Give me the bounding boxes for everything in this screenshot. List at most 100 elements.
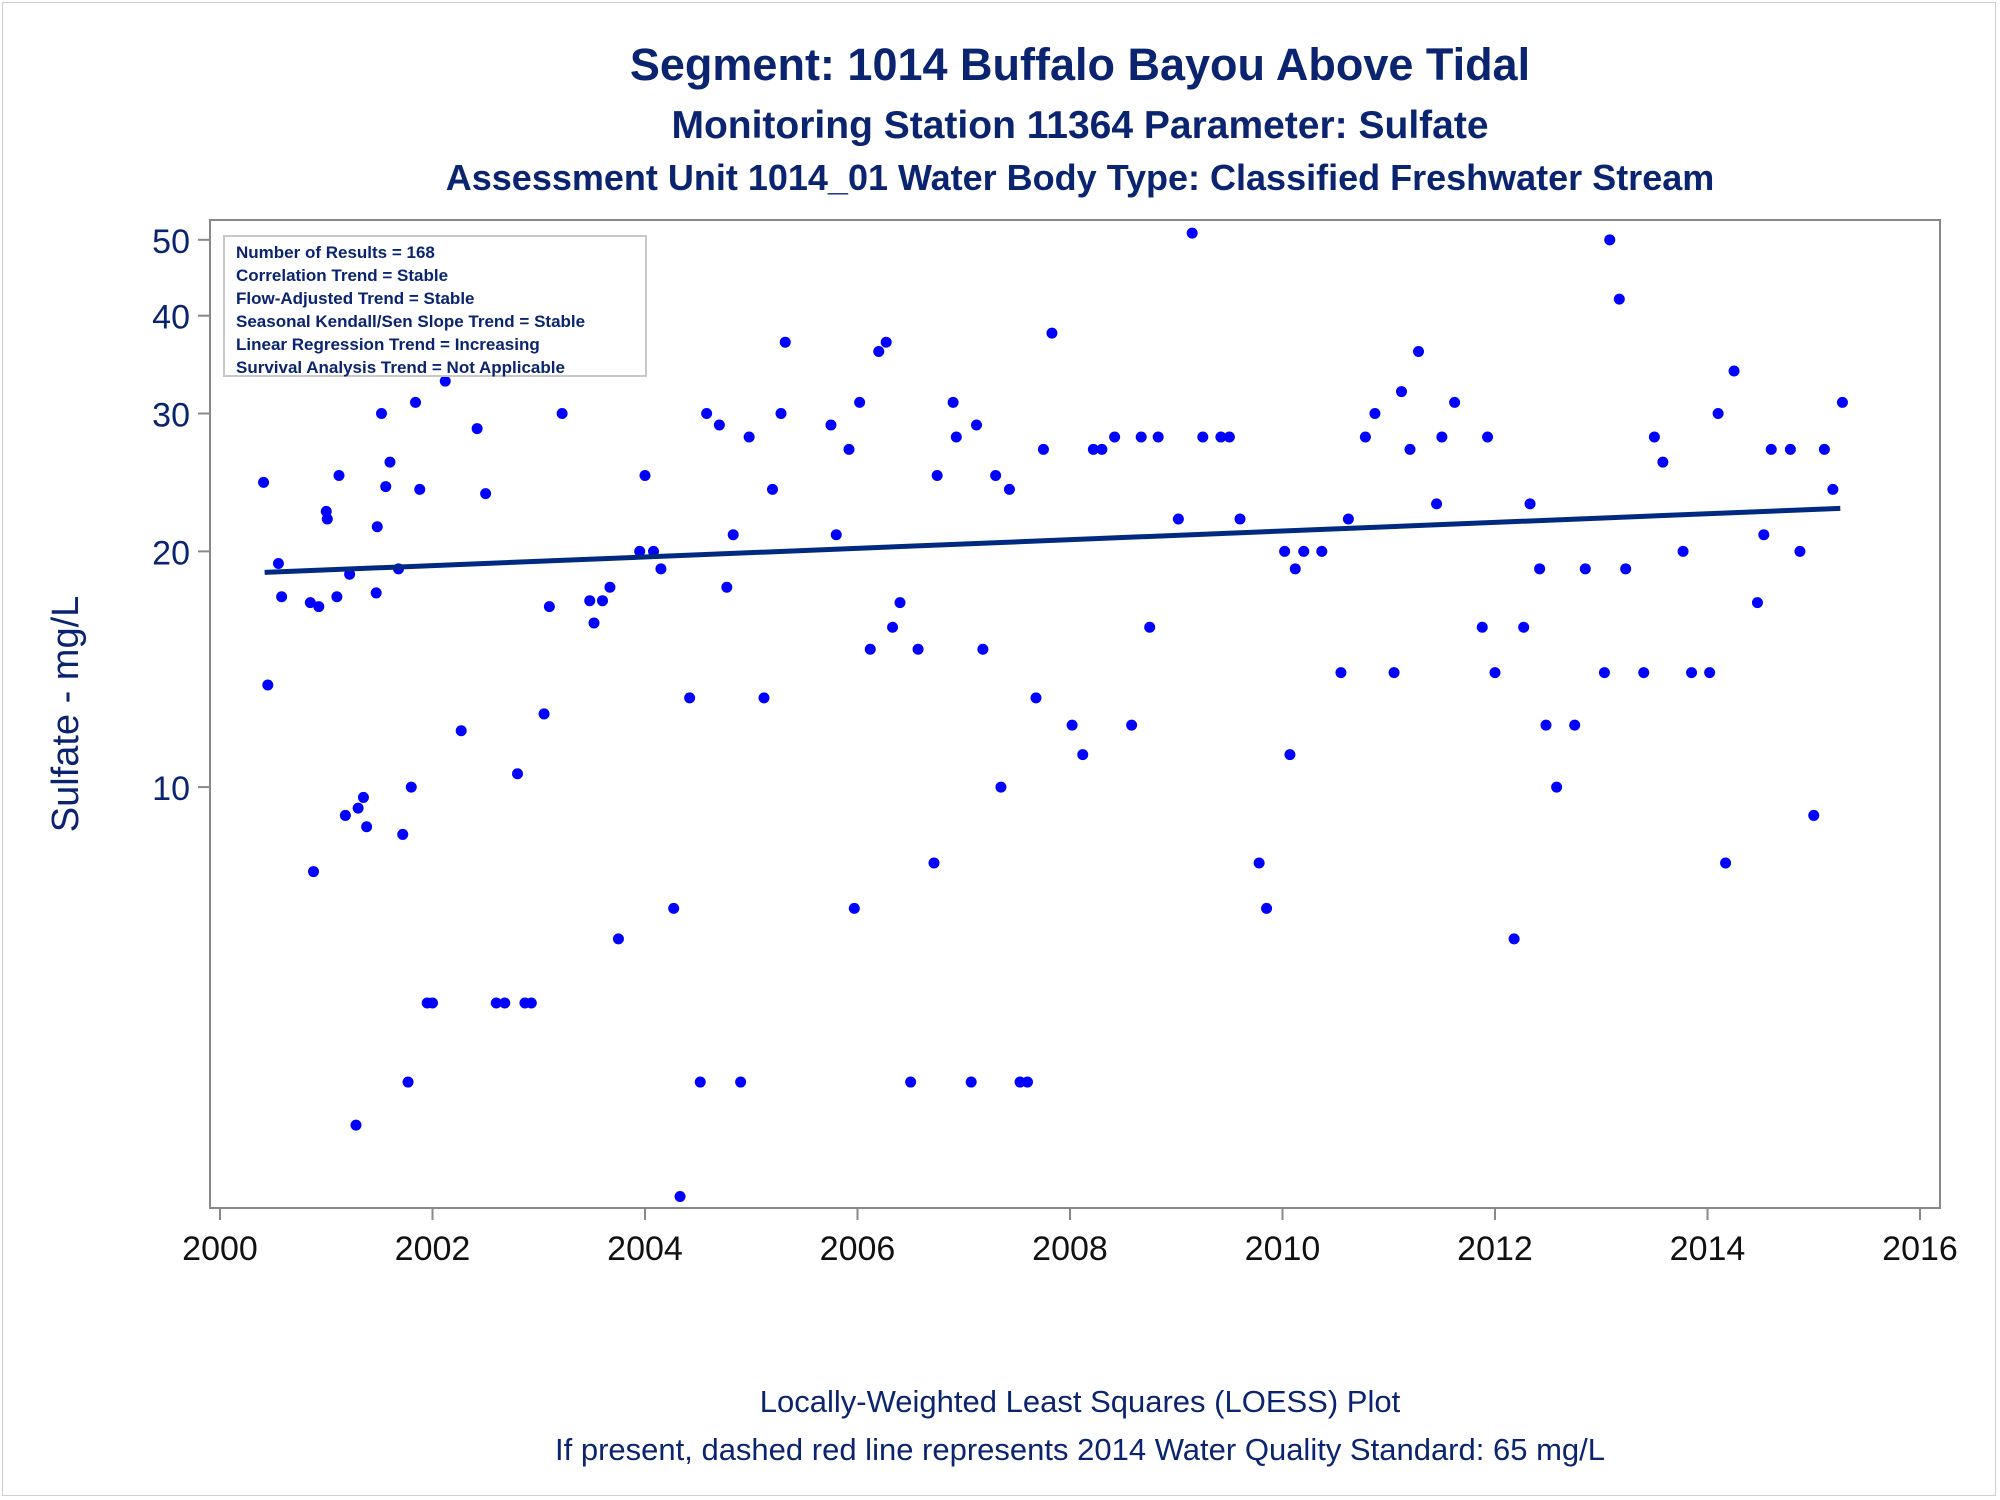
trend-line-group [264,505,1841,575]
data-point [779,336,791,348]
data-point [1234,513,1246,525]
data-point [1765,443,1777,455]
data-point [1359,431,1371,443]
data-point [1087,443,1099,455]
footnote-1: Locally-Weighted Least Squares (LOESS) P… [760,1384,1401,1419]
stats-line: Correlation Trend = Stable [236,266,448,285]
data-point [1551,781,1563,793]
data-point [905,1076,917,1088]
data-point [1657,456,1669,468]
data-point [584,595,596,607]
data-point [1436,431,1448,443]
data-point [352,802,364,814]
data-point [525,997,537,1009]
data-point [556,408,568,420]
data-point [880,336,892,348]
data-point [1126,719,1138,731]
data-point [427,997,438,1009]
data-point [1720,857,1732,869]
y-tick-label: 30 [152,397,190,435]
footnote-2: If present, dashed red line represents 2… [555,1432,1605,1467]
data-point [380,481,392,493]
data-point [1215,431,1227,443]
x-tick-label: 2016 [1882,1230,1958,1268]
stats-box: Number of Results = 168 Correlation Trend… [223,235,647,377]
data-point [1534,563,1546,575]
data-point [1751,597,1763,609]
data-point [894,597,906,609]
data-point [1482,431,1494,443]
trend-line [264,505,1841,575]
data-point [1388,667,1400,679]
data-point [405,781,417,793]
stats-line: Linear Regression Trend = Increasing [236,335,540,354]
data-points [258,227,1848,1202]
data-point [1677,545,1689,557]
data-point [397,828,409,840]
data-point [1261,902,1273,914]
data-point [371,521,383,533]
data-point [721,581,733,593]
data-point [304,597,316,609]
x-tick-label: 2006 [820,1230,896,1268]
data-point [655,563,667,575]
data-point [480,488,492,500]
data-point [1342,513,1354,525]
data-point [843,443,855,455]
data-point [1096,443,1108,455]
data-point [990,470,1002,482]
data-point [604,581,616,593]
data-point [727,529,739,541]
data-point [1404,443,1416,455]
data-point [1172,513,1184,525]
x-tick-label: 2000 [182,1230,258,1268]
chart-title: Segment: 1014 Buffalo Bayou Above Tidal [630,39,1530,90]
data-point [995,781,1007,793]
y-axis: 10 20 30 40 50 [152,223,210,808]
chart-subtitle-2: Assessment Unit 1014_01 Water Body Type:… [446,157,1715,198]
data-point [1335,667,1347,679]
data-point [1613,293,1625,305]
data-point [331,591,343,603]
data-point [512,768,523,780]
data-point [735,1076,747,1088]
data-point [1197,431,1209,443]
data-point [262,679,274,691]
y-axis-label: Sulfate - mg/L [45,596,87,833]
data-point [977,643,989,655]
data-point [1648,431,1660,443]
data-point [1579,563,1591,575]
data-point [912,643,924,655]
data-point [1524,498,1536,510]
data-point [499,997,511,1009]
data-point [333,470,345,482]
data-point [1298,545,1310,557]
data-point [439,375,451,387]
data-point [743,431,755,443]
data-point [848,902,860,914]
data-point [1066,719,1078,731]
data-point [1144,621,1156,633]
data-point [1284,749,1296,761]
data-point [694,1076,706,1088]
data-point [668,902,680,914]
data-point [402,1076,414,1088]
data-point [339,809,351,821]
x-tick-label: 2004 [607,1230,683,1268]
data-point [767,483,778,495]
data-point [1686,667,1698,679]
data-point [258,476,270,488]
data-point [1818,443,1830,455]
data-point [1077,749,1089,761]
data-point [1396,386,1407,398]
data-point [684,692,696,704]
y-tick-label: 10 [152,770,190,808]
data-point [1518,621,1530,633]
data-point [597,595,608,607]
data-point [376,408,387,420]
chart-subtitle: Monitoring Station 11364 Parameter: Sulf… [671,104,1488,147]
stats-line: Number of Results = 168 [236,243,435,262]
data-point [758,692,770,704]
